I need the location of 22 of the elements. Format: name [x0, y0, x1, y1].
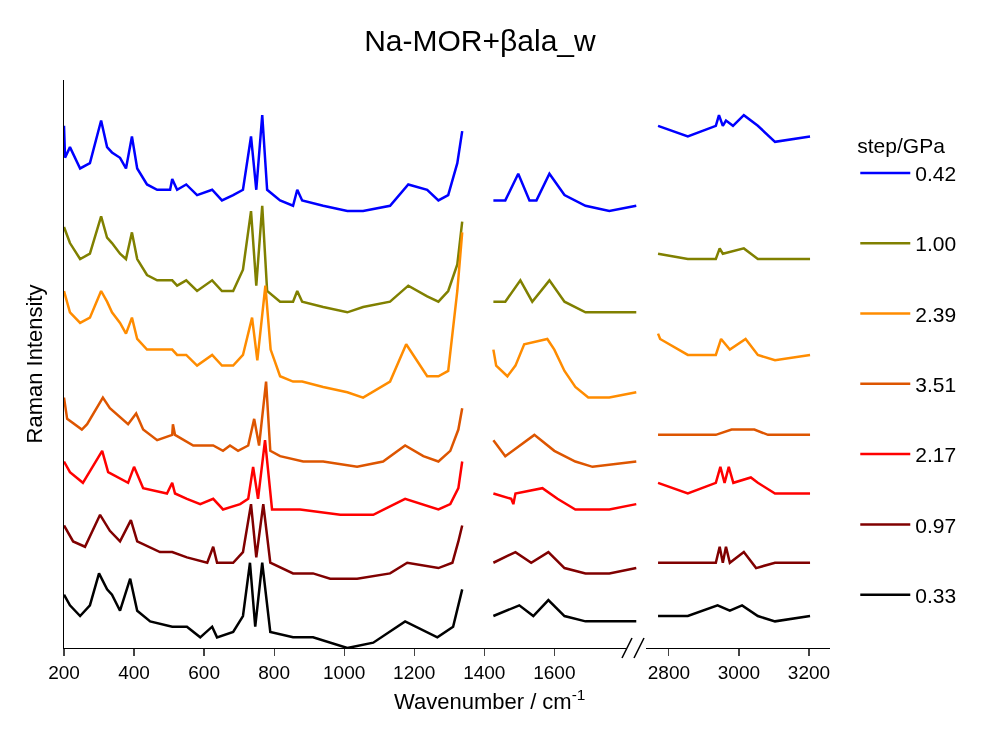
x-tick-label: 3200 [787, 662, 831, 683]
x-tick-label: 1200 [393, 662, 436, 683]
x-tick-label: 3000 [717, 662, 761, 683]
x-tick-label: 800 [258, 662, 290, 683]
legend-label: 3.51 [915, 372, 957, 396]
x-tick-label: 1400 [463, 662, 506, 683]
x-tick-label: 400 [118, 662, 150, 683]
x-tick-label: 2800 [647, 662, 691, 683]
legend-label: 0.97 [915, 513, 957, 537]
x-tick-label: 1000 [323, 662, 366, 683]
x-tick-label: 600 [188, 662, 220, 683]
legend-label: 0.33 [915, 583, 957, 607]
y-axis-title: Raman Intensity [21, 284, 47, 444]
legend-label: 1.00 [915, 232, 957, 256]
legend-label: 0.42 [915, 162, 957, 186]
x-tick-label: 1600 [533, 662, 576, 683]
legend-title: step/GPa [857, 133, 946, 157]
x-tick-label: 200 [48, 662, 80, 683]
legend-label: 2.17 [915, 443, 957, 467]
legend-label: 2.39 [915, 302, 957, 326]
x-axis-title: Wavenumber / cm$^{-1}$ [394, 686, 586, 715]
chart-title: Na-MOR+βala_w [364, 23, 597, 57]
